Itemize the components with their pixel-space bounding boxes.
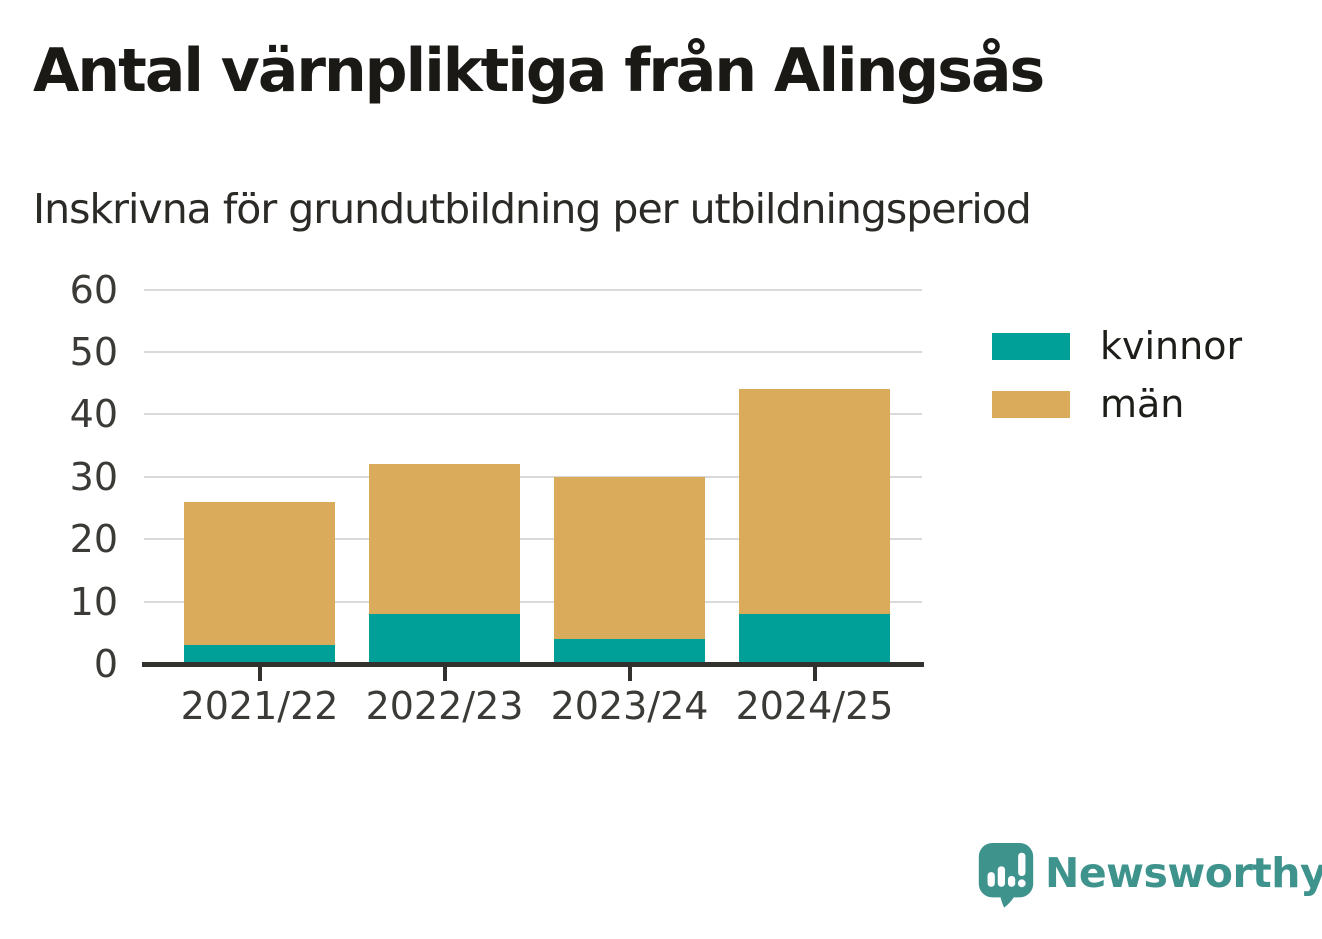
- chart-subtitle: Inskrivna för grundutbildning per utbild…: [33, 185, 1032, 233]
- y-gridline-40: [144, 413, 922, 416]
- bar-2024/25-män: [739, 389, 890, 615]
- bar-2024/25-kvinnor: [739, 614, 890, 664]
- x-tick-mark-2024/25: [812, 667, 817, 681]
- chart-title: Antal värnpliktiga från Alingsås: [33, 36, 1045, 106]
- newsworthy-wordmark: Newsworthy: [1045, 849, 1322, 897]
- legend-swatch-kvinnor: [992, 332, 1070, 360]
- y-axis-tick-label-30: 30: [69, 454, 118, 499]
- newsworthy-logo: Newsworthy: [978, 843, 1322, 911]
- bar-2023/24-kvinnor: [554, 639, 705, 664]
- legend-label-man: män: [1100, 382, 1185, 426]
- y-axis-tick-label-50: 50: [69, 330, 118, 374]
- bar-2021/22-kvinnor: [184, 645, 335, 664]
- y-gridline-10: [144, 600, 922, 603]
- x-tick-mark-2022/23: [442, 667, 447, 681]
- legend: kvinnor män: [992, 323, 1242, 439]
- y-gridline-60: [144, 288, 922, 291]
- legend-swatch-man: [992, 390, 1070, 418]
- y-axis-tick-label-40: 40: [69, 392, 118, 437]
- y-axis-tick-label-20: 20: [69, 517, 118, 562]
- bar-2023/24-män: [554, 476, 705, 640]
- x-tick-mark-2023/24: [627, 667, 632, 681]
- x-axis-tick-label-2022/23: 2022/23: [365, 684, 524, 728]
- y-gridline-20: [144, 538, 922, 541]
- bar-2022/23-kvinnor: [369, 614, 520, 664]
- x-axis-line: [142, 662, 924, 667]
- x-tick-mark-2021/22: [257, 667, 262, 681]
- legend-label-kvinnor: kvinnor: [1100, 324, 1243, 368]
- bar-2021/22-män: [184, 501, 335, 646]
- legend-item-kvinnor: kvinnor: [992, 323, 1242, 369]
- x-axis-tick-label-2021/22: 2021/22: [180, 684, 339, 728]
- newsworthy-bubble-chart-icon: [978, 843, 1034, 908]
- y-axis-tick-label-0: 0: [93, 642, 118, 686]
- y-axis-tick-label-10: 10: [69, 579, 118, 624]
- y-axis-tick-label-60: 60: [69, 267, 118, 312]
- y-gridline-30: [144, 475, 922, 478]
- bar-2022/23-män: [369, 464, 520, 615]
- x-axis-tick-label-2023/24: 2023/24: [550, 684, 709, 728]
- legend-item-man: män: [992, 381, 1242, 427]
- y-gridline-50: [144, 351, 922, 353]
- x-axis-tick-label-2024/25: 2024/25: [735, 684, 894, 728]
